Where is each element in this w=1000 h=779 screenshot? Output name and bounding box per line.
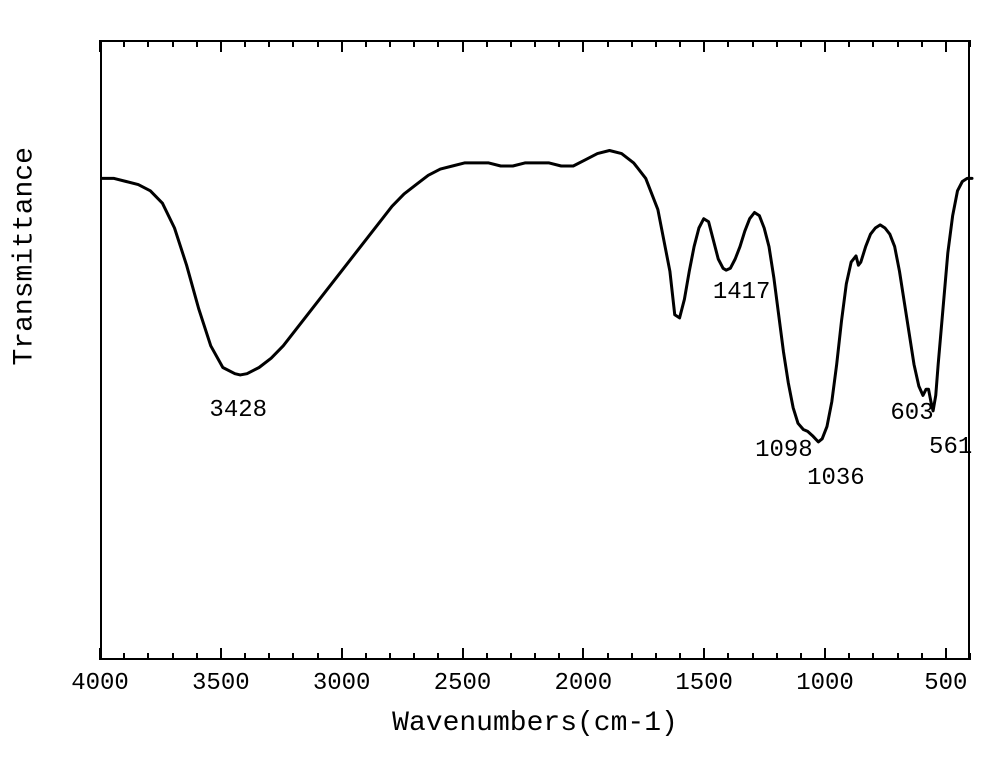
x-tick-minor [752, 653, 754, 660]
peak-label: 1417 [713, 279, 771, 306]
x-tick-minor-top [607, 40, 609, 47]
plot-area [100, 40, 970, 660]
x-tick-minor [268, 653, 270, 660]
x-tick-minor [292, 653, 294, 660]
x-tick-minor-top [534, 40, 536, 47]
x-tick-major [462, 648, 464, 660]
x-tick-label: 2000 [555, 670, 613, 697]
x-tick-minor-top [727, 40, 729, 47]
x-tick-major-top [462, 40, 464, 52]
x-tick-minor [631, 653, 633, 660]
x-tick-minor-top [413, 40, 415, 47]
x-tick-major-top [824, 40, 826, 52]
x-tick-major-top [582, 40, 584, 52]
x-tick-minor [317, 653, 319, 660]
x-tick-label: 1500 [675, 670, 733, 697]
x-tick-minor-top [317, 40, 319, 47]
x-tick-major [99, 648, 101, 660]
x-tick-minor-top [921, 40, 923, 47]
x-tick-minor [510, 653, 512, 660]
x-tick-minor-top [510, 40, 512, 47]
y-axis-label: Transmittance [10, 336, 41, 366]
x-tick-major-top [703, 40, 705, 52]
x-tick-minor [727, 653, 729, 660]
x-tick-minor-top [437, 40, 439, 47]
peak-label: 603 [890, 400, 933, 427]
x-tick-minor-top [486, 40, 488, 47]
x-tick-minor-top [776, 40, 778, 47]
x-tick-minor [679, 653, 681, 660]
x-tick-minor [848, 653, 850, 660]
x-tick-major [703, 648, 705, 660]
x-tick-minor-top [172, 40, 174, 47]
x-tick-minor-top [848, 40, 850, 47]
x-tick-minor [123, 653, 125, 660]
x-tick-major [945, 648, 947, 660]
peak-label: 1098 [755, 437, 813, 464]
x-axis-label: Wavenumbers(cm-1) [100, 708, 970, 739]
x-tick-minor-top [969, 40, 971, 47]
x-tick-major [824, 648, 826, 660]
x-tick-major [341, 648, 343, 660]
peak-label: 561 [929, 434, 972, 461]
x-tick-label: 3000 [313, 670, 371, 697]
x-tick-minor-top [655, 40, 657, 47]
x-tick-minor [607, 653, 609, 660]
x-tick-minor-top [389, 40, 391, 47]
x-tick-label: 3500 [192, 670, 250, 697]
x-tick-minor-top [752, 40, 754, 47]
x-tick-minor-top [800, 40, 802, 47]
x-tick-minor [413, 653, 415, 660]
spectrum-curve [102, 42, 972, 662]
x-tick-minor [800, 653, 802, 660]
x-tick-minor [921, 653, 923, 660]
x-tick-minor [196, 653, 198, 660]
x-tick-minor [872, 653, 874, 660]
x-tick-minor [437, 653, 439, 660]
x-tick-major-top [341, 40, 343, 52]
x-tick-minor [558, 653, 560, 660]
x-tick-minor-top [872, 40, 874, 47]
x-tick-minor-top [365, 40, 367, 47]
x-tick-major [582, 648, 584, 660]
x-tick-minor [244, 653, 246, 660]
x-tick-minor [776, 653, 778, 660]
x-tick-minor [969, 653, 971, 660]
x-tick-minor-top [679, 40, 681, 47]
x-tick-major-top [220, 40, 222, 52]
x-tick-minor-top [897, 40, 899, 47]
x-tick-minor-top [147, 40, 149, 47]
x-tick-minor-top [558, 40, 560, 47]
x-tick-label: 2500 [434, 670, 492, 697]
x-tick-minor-top [268, 40, 270, 47]
x-tick-major-top [945, 40, 947, 52]
x-tick-major [220, 648, 222, 660]
x-tick-minor [534, 653, 536, 660]
x-tick-minor [147, 653, 149, 660]
x-tick-label: 500 [924, 670, 967, 697]
x-tick-minor [172, 653, 174, 660]
ftir-chart: Transmittance Wavenumbers(cm-1) 4000 3500… [0, 0, 1000, 779]
x-tick-minor-top [196, 40, 198, 47]
x-tick-minor [486, 653, 488, 660]
x-tick-minor [389, 653, 391, 660]
x-tick-minor-top [244, 40, 246, 47]
x-tick-label: 1000 [796, 670, 854, 697]
x-tick-minor [365, 653, 367, 660]
x-tick-minor-top [631, 40, 633, 47]
x-tick-major-top [99, 40, 101, 52]
peak-label: 3428 [209, 397, 267, 424]
x-tick-minor-top [123, 40, 125, 47]
peak-label: 1036 [807, 465, 865, 492]
x-tick-minor-top [292, 40, 294, 47]
x-tick-minor [655, 653, 657, 660]
x-tick-label: 4000 [71, 670, 129, 697]
x-tick-minor [897, 653, 899, 660]
